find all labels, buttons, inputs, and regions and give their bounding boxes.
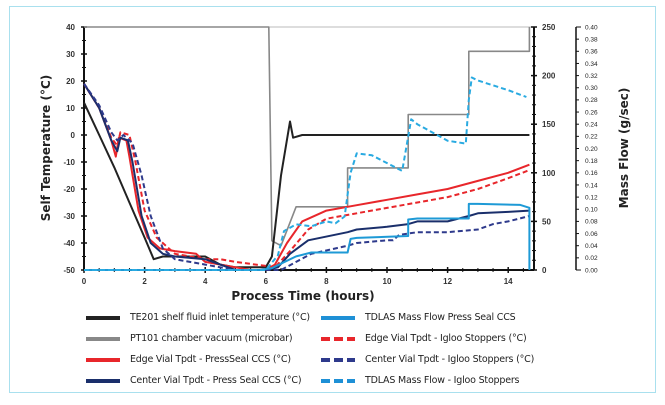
y2-tick-label: 150 xyxy=(542,120,556,129)
legend-swatch xyxy=(321,378,355,383)
legend-item: TDLAS Mass Flow - Igloo Stoppers xyxy=(321,372,546,389)
legend-label: TDLAS Mass Flow - Igloo Stoppers xyxy=(365,375,520,386)
y3-tick-label: 0.08 xyxy=(585,219,598,226)
y3-tick-label: 0.12 xyxy=(585,194,598,201)
y3-tick-label: 0.20 xyxy=(585,146,598,153)
x-tick-label: 8 xyxy=(324,277,329,286)
y3-tick-label: 0.28 xyxy=(585,97,598,104)
y-tick-label: -20 xyxy=(63,185,75,194)
legend-label: TDLAS Mass Flow Press Seal CCS xyxy=(365,312,516,323)
legend-item: Edge Vial Tpdt - Igloo Stoppers (°C) xyxy=(321,330,546,347)
y3-tick-label: 0.32 xyxy=(585,73,598,80)
legend-item: Center Vial Tpdt - Press Seal CCS (°C) xyxy=(86,372,321,389)
chart-frame xyxy=(9,6,656,393)
legend: TE201 shelf fluid inlet temperature (°C)… xyxy=(86,309,546,389)
y3-tick-label: 0.04 xyxy=(585,243,598,250)
y3-tick-label: 0.06 xyxy=(585,231,598,238)
legend-label: Edge Vial Tpdt - PressSeal CCS (°C) xyxy=(130,354,291,365)
y-tick-label: -40 xyxy=(63,239,75,248)
x-axis-title: Process Time (hours) xyxy=(231,289,374,303)
series-line-tdlas-mass-flow-press-seal-ccs xyxy=(84,202,531,271)
y3-tick-label: 0.38 xyxy=(585,36,598,43)
y3-tick-label: 0.34 xyxy=(585,61,598,68)
y2-tick-label: 100 xyxy=(542,169,556,178)
y3-tick-label: 0.14 xyxy=(585,182,598,189)
series-line-tdlas-mass-flow-igloo-stoppers xyxy=(84,76,527,271)
y2-tick-label: 200 xyxy=(542,72,556,81)
series-line-center-vial-tpdt-igloo-stoppers-c xyxy=(83,83,530,271)
y-axis-title: Self Temperature (°C) xyxy=(39,75,53,222)
y-tick-label: -50 xyxy=(63,266,75,275)
x-tick-label: 4 xyxy=(203,277,208,286)
legend-swatch xyxy=(86,336,120,341)
y2-tick-label: 50 xyxy=(542,217,551,226)
legend-swatch xyxy=(321,315,355,320)
y3-tick-label: 0.16 xyxy=(585,170,598,177)
series-line-center-vial-tpdt-press-seal-ccs-c xyxy=(83,83,530,271)
series-line-te201-shelf-fluid-inlet-temperature-c xyxy=(83,102,530,269)
x-tick-label: 6 xyxy=(264,277,269,286)
y3-tick-label: 0.00 xyxy=(585,267,598,274)
legend-item: TE201 shelf fluid inlet temperature (°C) xyxy=(86,309,321,326)
x-tick-label: 14 xyxy=(504,277,513,286)
legend-swatch xyxy=(321,357,355,362)
y3-tick-label: 0.40 xyxy=(585,24,598,31)
legend-item: TDLAS Mass Flow Press Seal CCS xyxy=(321,309,546,326)
series-line-pt101-chamber-vacuum-microbar xyxy=(84,26,531,247)
legend-label: TE201 shelf fluid inlet temperature (°C) xyxy=(130,312,310,323)
series-layer xyxy=(83,26,531,271)
legend-swatch xyxy=(86,378,120,383)
y3-tick-label: 0.24 xyxy=(585,122,598,129)
y-tick-label: 0 xyxy=(71,131,76,140)
y3-tick-label: 0.22 xyxy=(585,134,598,141)
x-tick-label: 0 xyxy=(82,277,87,286)
x-tick-label: 12 xyxy=(443,277,452,286)
legend-label: PT101 chamber vacuum (microbar) xyxy=(130,333,293,344)
y3-tick-label: 0.36 xyxy=(585,49,598,56)
legend-item: PT101 chamber vacuum (microbar) xyxy=(86,330,321,347)
legend-label: Edge Vial Tpdt - Igloo Stoppers (°C) xyxy=(365,333,527,344)
y3-tick-label: 0.30 xyxy=(585,85,598,92)
legend-swatch xyxy=(86,315,120,320)
legend-swatch xyxy=(86,357,120,362)
legend-item: Center Vial Tpdt - Igloo Stoppers (°C) xyxy=(321,351,546,368)
y2-tick-label: 250 xyxy=(542,23,556,32)
x-tick-label: 10 xyxy=(383,277,392,286)
y3-tick-label: 0.02 xyxy=(585,255,598,262)
legend-label: Center Vial Tpdt - Press Seal CCS (°C) xyxy=(130,375,302,386)
y3-tick-label: 0.18 xyxy=(585,158,598,165)
legend-label: Center Vial Tpdt - Igloo Stoppers (°C) xyxy=(365,354,535,365)
y-tick-label: 30 xyxy=(66,50,75,59)
y2-axis-title: Mass Flow (g/sec) xyxy=(617,88,631,209)
y-tick-label: 40 xyxy=(66,23,75,32)
legend-swatch xyxy=(321,336,355,341)
y-tick-label: 10 xyxy=(66,104,75,113)
series-line-edge-vial-tpdt-igloo-stoppers-c xyxy=(83,83,530,269)
y3-tick-label: 0.26 xyxy=(585,109,598,116)
y-tick-label: -30 xyxy=(63,212,75,221)
y2-tick-label: 0 xyxy=(542,266,547,275)
y-tick-label: -10 xyxy=(63,158,75,167)
x-tick-label: 2 xyxy=(142,277,147,286)
legend-item: Edge Vial Tpdt - PressSeal CCS (°C) xyxy=(86,351,321,368)
y3-tick-label: 0.10 xyxy=(585,207,598,214)
y-tick-label: 20 xyxy=(66,77,75,86)
